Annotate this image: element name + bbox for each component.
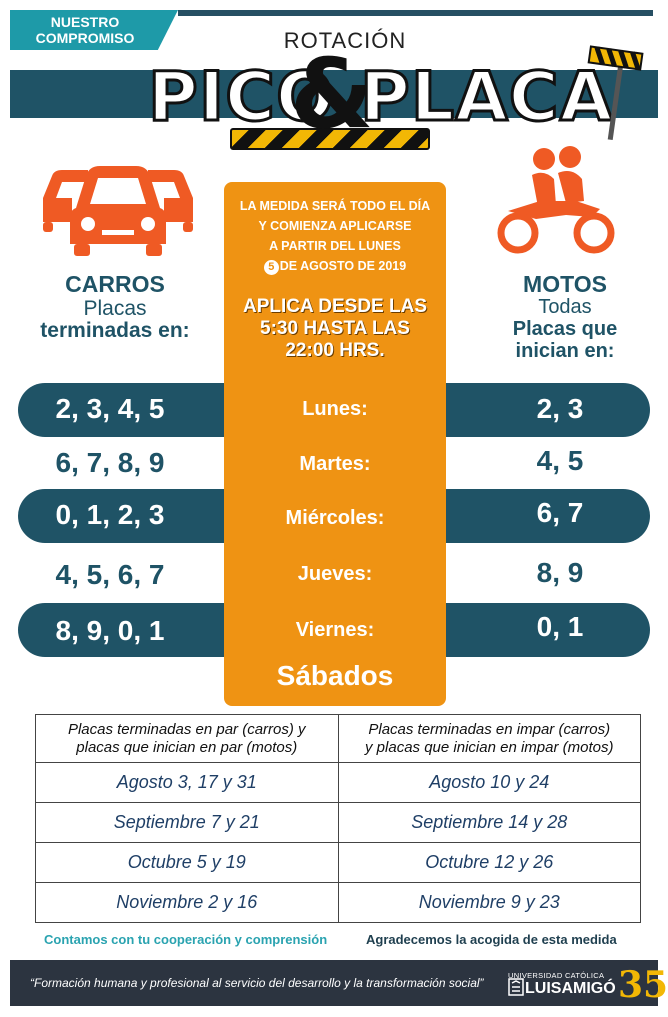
aplica-line-2: 5:30 HASTA LAS (260, 318, 410, 339)
institution-motto: “Formación humana y profesional al servi… (30, 976, 484, 990)
info-line-1: LA MEDIDA SERÁ TODO EL DÍA (239, 199, 431, 213)
day-number-badge: 5 (263, 260, 279, 275)
row-viernes-cars: 8, 9, 0, 1 (55, 615, 165, 646)
row-viernes-day: Viernes: (295, 619, 375, 641)
title-ampersand: & (290, 38, 374, 150)
table-cell-par: Septiembre 7 y 21 (35, 802, 339, 843)
row-lunes-motos: 2, 3 (536, 393, 584, 424)
motos-subtitle: Todas Placas que inician en: (470, 296, 660, 362)
motorcycle-icon (497, 146, 615, 254)
row-martes-motos: 4, 5 (536, 445, 584, 476)
car-icon (43, 166, 193, 256)
table-row: Agosto 3, 17 y 31 Agosto 10 y 24 (35, 762, 641, 803)
badge-line-1: NUESTRO (50, 14, 120, 30)
carros-subtitle: Placas terminadas en: (20, 298, 210, 342)
table-cell-impar: Noviembre 9 y 23 (337, 882, 641, 923)
aplica-line-1: APLICA DESDE LAS (242, 296, 428, 317)
info-line-4-text: DE AGOSTO DE 2019 (279, 259, 407, 273)
logo-university-name: LUISAMIGÓ (525, 980, 616, 997)
title-band (10, 70, 658, 118)
info-line-2: Y COMIENZA APLICARSE (258, 219, 412, 233)
row-lunes-cars: 2, 3, 4, 5 (55, 393, 165, 424)
top-divider (178, 10, 653, 16)
logo-35-years: 35 (618, 964, 668, 1006)
header-par-line-1: Placas terminadas en par (carros) y (67, 720, 306, 738)
row-martes-cars: 6, 7, 8, 9 (55, 447, 165, 478)
table-row: Septiembre 7 y 21 Septiembre 14 y 28 (35, 802, 641, 843)
row-miercoles-motos: 6, 7 (536, 497, 584, 528)
badge-line-2: COMPROMISO (35, 30, 135, 46)
info-line-3: A PARTIR DEL LUNES (269, 239, 401, 253)
motos-title: MOTOS (523, 271, 607, 297)
table-cell-impar: Agosto 10 y 24 (337, 762, 641, 803)
thanks-acogida: Agradecemos la acogida de esta medida (366, 932, 617, 947)
title-placa: PLACA (358, 57, 614, 139)
warning-stripe (230, 128, 430, 150)
orange-column-segment (224, 383, 446, 437)
subtitle-rotacion: ROTACIÓN (283, 28, 407, 53)
dates-table: Placas terminadas en par (carros) y plac… (35, 714, 641, 923)
row-jueves-day: Jueves: (297, 563, 373, 585)
row-miercoles-day: Miércoles: (285, 507, 385, 529)
table-header-impar: Placas terminadas en impar (carros) y pl… (337, 714, 641, 763)
footer-bar (10, 960, 658, 1006)
table-cell-par: Noviembre 2 y 16 (35, 882, 339, 923)
aplica-line-3: 22:00 HRS. (285, 340, 385, 361)
header-par-line-2: placas que inician en par (motos) (76, 738, 298, 756)
compromiso-badge: NUESTRO COMPROMISO (10, 10, 178, 50)
table-row: Noviembre 2 y 16 Noviembre 9 y 23 (35, 882, 641, 923)
table-header-par: Placas terminadas en par (carros) y plac… (35, 714, 339, 763)
row-jueves-motos: 8, 9 (536, 557, 584, 588)
table-cell-par: Agosto 3, 17 y 31 (35, 762, 339, 803)
logo-university-label: UNIVERSIDAD CATÓLICA (508, 971, 605, 980)
road-sign-icon (587, 45, 644, 141)
sabados-label: Sábados (276, 660, 394, 691)
thanks-cooperation: Contamos con tu cooperación y comprensió… (44, 932, 328, 947)
motos-sub-line-1: Todas (538, 296, 592, 318)
schedule-hours: APLICA DESDE LAS 5:30 HASTA LAS 22:00 HR… (224, 296, 446, 362)
carros-sub-line-2: terminadas en: (40, 319, 190, 342)
header-impar-line-2: y placas que inician en impar (motos) (365, 738, 614, 756)
info-line-4: 5 DE AGOSTO DE 2019 (224, 256, 446, 276)
orange-column-segment (224, 489, 446, 543)
measure-info: LA MEDIDA SERÁ TODO EL DÍA Y COMIENZA AP… (224, 196, 446, 276)
row-miercoles-cars: 0, 1, 2, 3 (55, 499, 165, 530)
motos-sub-line-3: inician en: (515, 340, 615, 362)
table-cell-par: Octubre 5 y 19 (35, 842, 339, 883)
title-pico: PICO (147, 57, 336, 139)
row-lunes-day: Lunes: (302, 398, 368, 420)
carros-sub-line-1: Placas (83, 297, 147, 320)
row-viernes-motos: 0, 1 (536, 611, 584, 642)
header-impar-line-1: Placas terminadas en impar (carros) (368, 720, 611, 738)
university-logo-icon (508, 978, 524, 996)
carros-title: CARROS (65, 271, 165, 297)
table-cell-impar: Septiembre 14 y 28 (337, 802, 641, 843)
orange-column-segment (224, 603, 446, 657)
motos-sub-line-2: Placas que (512, 318, 618, 340)
row-martes-day: Martes: (299, 453, 371, 475)
table-row: Octubre 5 y 19 Octubre 12 y 26 (35, 842, 641, 883)
table-cell-impar: Octubre 12 y 26 (337, 842, 641, 883)
row-jueves-cars: 4, 5, 6, 7 (55, 559, 165, 590)
table-header-row: Placas terminadas en par (carros) y plac… (35, 714, 641, 763)
